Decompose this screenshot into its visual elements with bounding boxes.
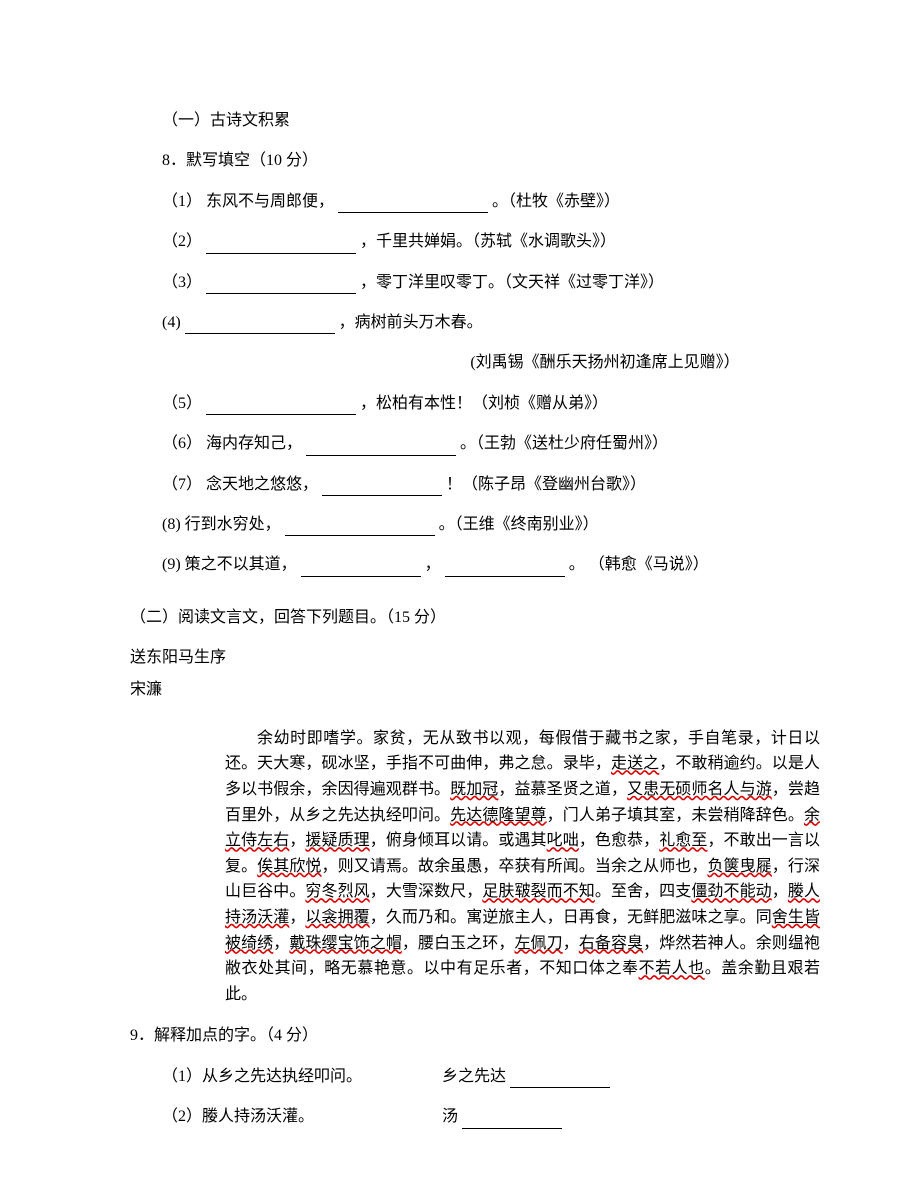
passage-body: 余幼时即嗜学。家贫，无从致书以观，每假借于藏书之家，手自笔录，计日以还。天大寒，… [130,726,820,1008]
q8-item-4: (4) ，病树前头万木春。 [130,312,820,334]
underlined-phrase: 戴珠缨宝饰之帽 [289,935,402,952]
item-suffix: ，零丁洋里叹零丁。（文天祥《过零丁洋》） [360,274,664,291]
underlined-phrase: 礼愈至 [659,832,707,849]
underlined-phrase: 叱咄 [547,832,579,849]
fill-blank[interactable] [510,1070,610,1088]
underlined-phrase: 俟其欣悦 [257,858,321,875]
q8-item-1: （1） 东风不与周郎便， 。（杜牧《赤壁》） [130,191,820,213]
passage-text: ， [563,935,579,952]
passage-text: 。至舍，四支 [595,883,691,900]
item-num: (4) [162,314,181,331]
q8-item-6: （6） 海内存知己， 。（王勃《送杜少府任蜀州》） [130,433,820,455]
underlined-phrase: 以衾拥覆 [305,909,369,926]
section2-title: （二）阅读文言文，回答下列题目。（15 分） [130,607,820,629]
passage-text: ，腰白玉之环， [402,935,515,952]
article-title: 送东阳马生序 [130,647,820,669]
passage-text: ，色愈恭， [579,832,659,849]
item-num: （1） [162,193,202,210]
item-num: (9) [162,556,181,573]
item-prefix: 策之不以其道， [185,556,297,573]
fill-blank[interactable] [206,276,356,294]
comma: ， [425,556,441,573]
underlined-phrase: 足肤皲裂而不知 [482,883,595,900]
item-num: （6） [162,435,202,452]
underlined-phrase: 又患无硕师名人与游 [627,781,772,798]
underlined-phrase: 僵劲不能动 [691,883,771,900]
q9-item-left: （1）从乡之先达执经叩问。 [162,1066,442,1088]
q9-item-left: （2）媵人持汤沃灌。 [162,1106,442,1128]
item-prefix: 海内存知己， [206,435,302,452]
fill-blank[interactable] [306,438,456,456]
item-suffix: 。（王勃《送杜少府任蜀州》） [460,435,668,452]
passage-text: ，益慕圣贤之道， [498,781,627,798]
fill-blank[interactable] [206,236,356,254]
fill-blank[interactable] [462,1111,562,1129]
underlined-phrase: 既加冠 [450,781,498,798]
q8-item-7: （7） 念天地之悠悠， ！（陈子昂《登幽州台歌》） [130,474,820,496]
q9-item-right: 乡之先达 [442,1066,820,1088]
fill-blank[interactable] [301,559,421,577]
item-suffix: 。（王维《终南别业》） [439,516,599,533]
passage-text: ， [772,883,788,900]
fill-blank[interactable] [338,195,488,213]
passage-text: ，则又请焉。故余虽愚，卒获有所闻。当余之从师也， [322,858,708,875]
underlined-phrase: 走送之 [611,755,659,772]
passage-text: ， [289,909,305,926]
item-suffix: 。 （韩愈《马说》） [569,556,709,573]
underlined-phrase: 右备容臭 [579,935,643,952]
q8-title: 8．默写填空（10 分） [130,150,820,172]
underlined-phrase: 负箧曳屣 [707,858,771,875]
passage-text: ， [273,935,289,952]
passage-text: ，久而乃和。寓逆旅主人，日再食，无鲜肥滋味之享。同 [370,909,772,926]
q8-item-5: （5） ，松柏有本性！（刘桢《赠从弟》） [130,393,820,415]
underlined-phrase: 先达德隆望尊 [450,807,547,824]
item-suffix: ，千里共婵娟。（苏轼《水调歌头》） [360,233,616,250]
item-num: （7） [162,476,202,493]
fill-blank[interactable] [445,559,565,577]
item-num: （5） [162,395,202,412]
item-num: （3） [162,274,202,291]
item-suffix: ，病树前头万木春。 [339,314,483,331]
q9-item-1: （1）从乡之先达执经叩问。 乡之先达 [130,1066,820,1088]
q8-item-9: (9) 策之不以其道， ， 。 （韩愈《马说》） [130,554,820,576]
item-suffix: ，松柏有本性！（刘桢《赠从弟》） [360,395,608,412]
q8-item-3: （3） ，零丁洋里叹零丁。（文天祥《过零丁洋》） [130,272,820,294]
fill-blank[interactable] [206,397,356,415]
item-num: (8) [162,516,181,533]
passage-text: ，大雪深数尺， [370,883,483,900]
item-prefix: 行到水穷处， [185,516,281,533]
item-suffix: ！（陈子昂《登幽州台歌》） [446,476,646,493]
fill-blank[interactable] [185,316,335,334]
underlined-phrase: 左佩刀 [514,935,562,952]
article-author: 宋濂 [130,679,820,701]
q9-label: 乡之先达 [442,1068,506,1085]
q8-item-4-attr: (刘禹锡《酬乐天扬州初逢席上见赠》） [130,352,820,374]
item-num: （2） [162,233,202,250]
fill-blank[interactable] [322,478,442,496]
fill-blank[interactable] [285,518,435,536]
passage-text: ，门人弟子填其室，未尝稍降辞色。 [547,807,804,824]
item-suffix: 。（杜牧《赤壁》） [492,193,620,210]
q9-title: 9．解释加点的字。（4 分） [130,1025,820,1047]
underlined-phrase: 不若人也 [639,960,705,977]
item-prefix: 东风不与周郎便， [206,193,334,210]
section1-title: （一）古诗文积累 [130,110,820,132]
passage-text: ，俯身倾耳以请。或遇其 [370,832,547,849]
q8-item-8: (8) 行到水穷处， 。（王维《终南别业》） [130,514,820,536]
underlined-phrase: 穷冬烈风 [305,883,369,900]
q8-item-2: （2） ，千里共婵娟。（苏轼《水调歌头》） [130,231,820,253]
underlined-phrase: 援疑质理 [305,832,369,849]
q9-label: 汤 [442,1108,458,1125]
passage-text: ， [289,832,305,849]
q9-item-right: 汤 [442,1106,820,1128]
item-prefix: 念天地之悠悠， [206,476,318,493]
q9-item-2: （2）媵人持汤沃灌。 汤 [130,1106,820,1128]
